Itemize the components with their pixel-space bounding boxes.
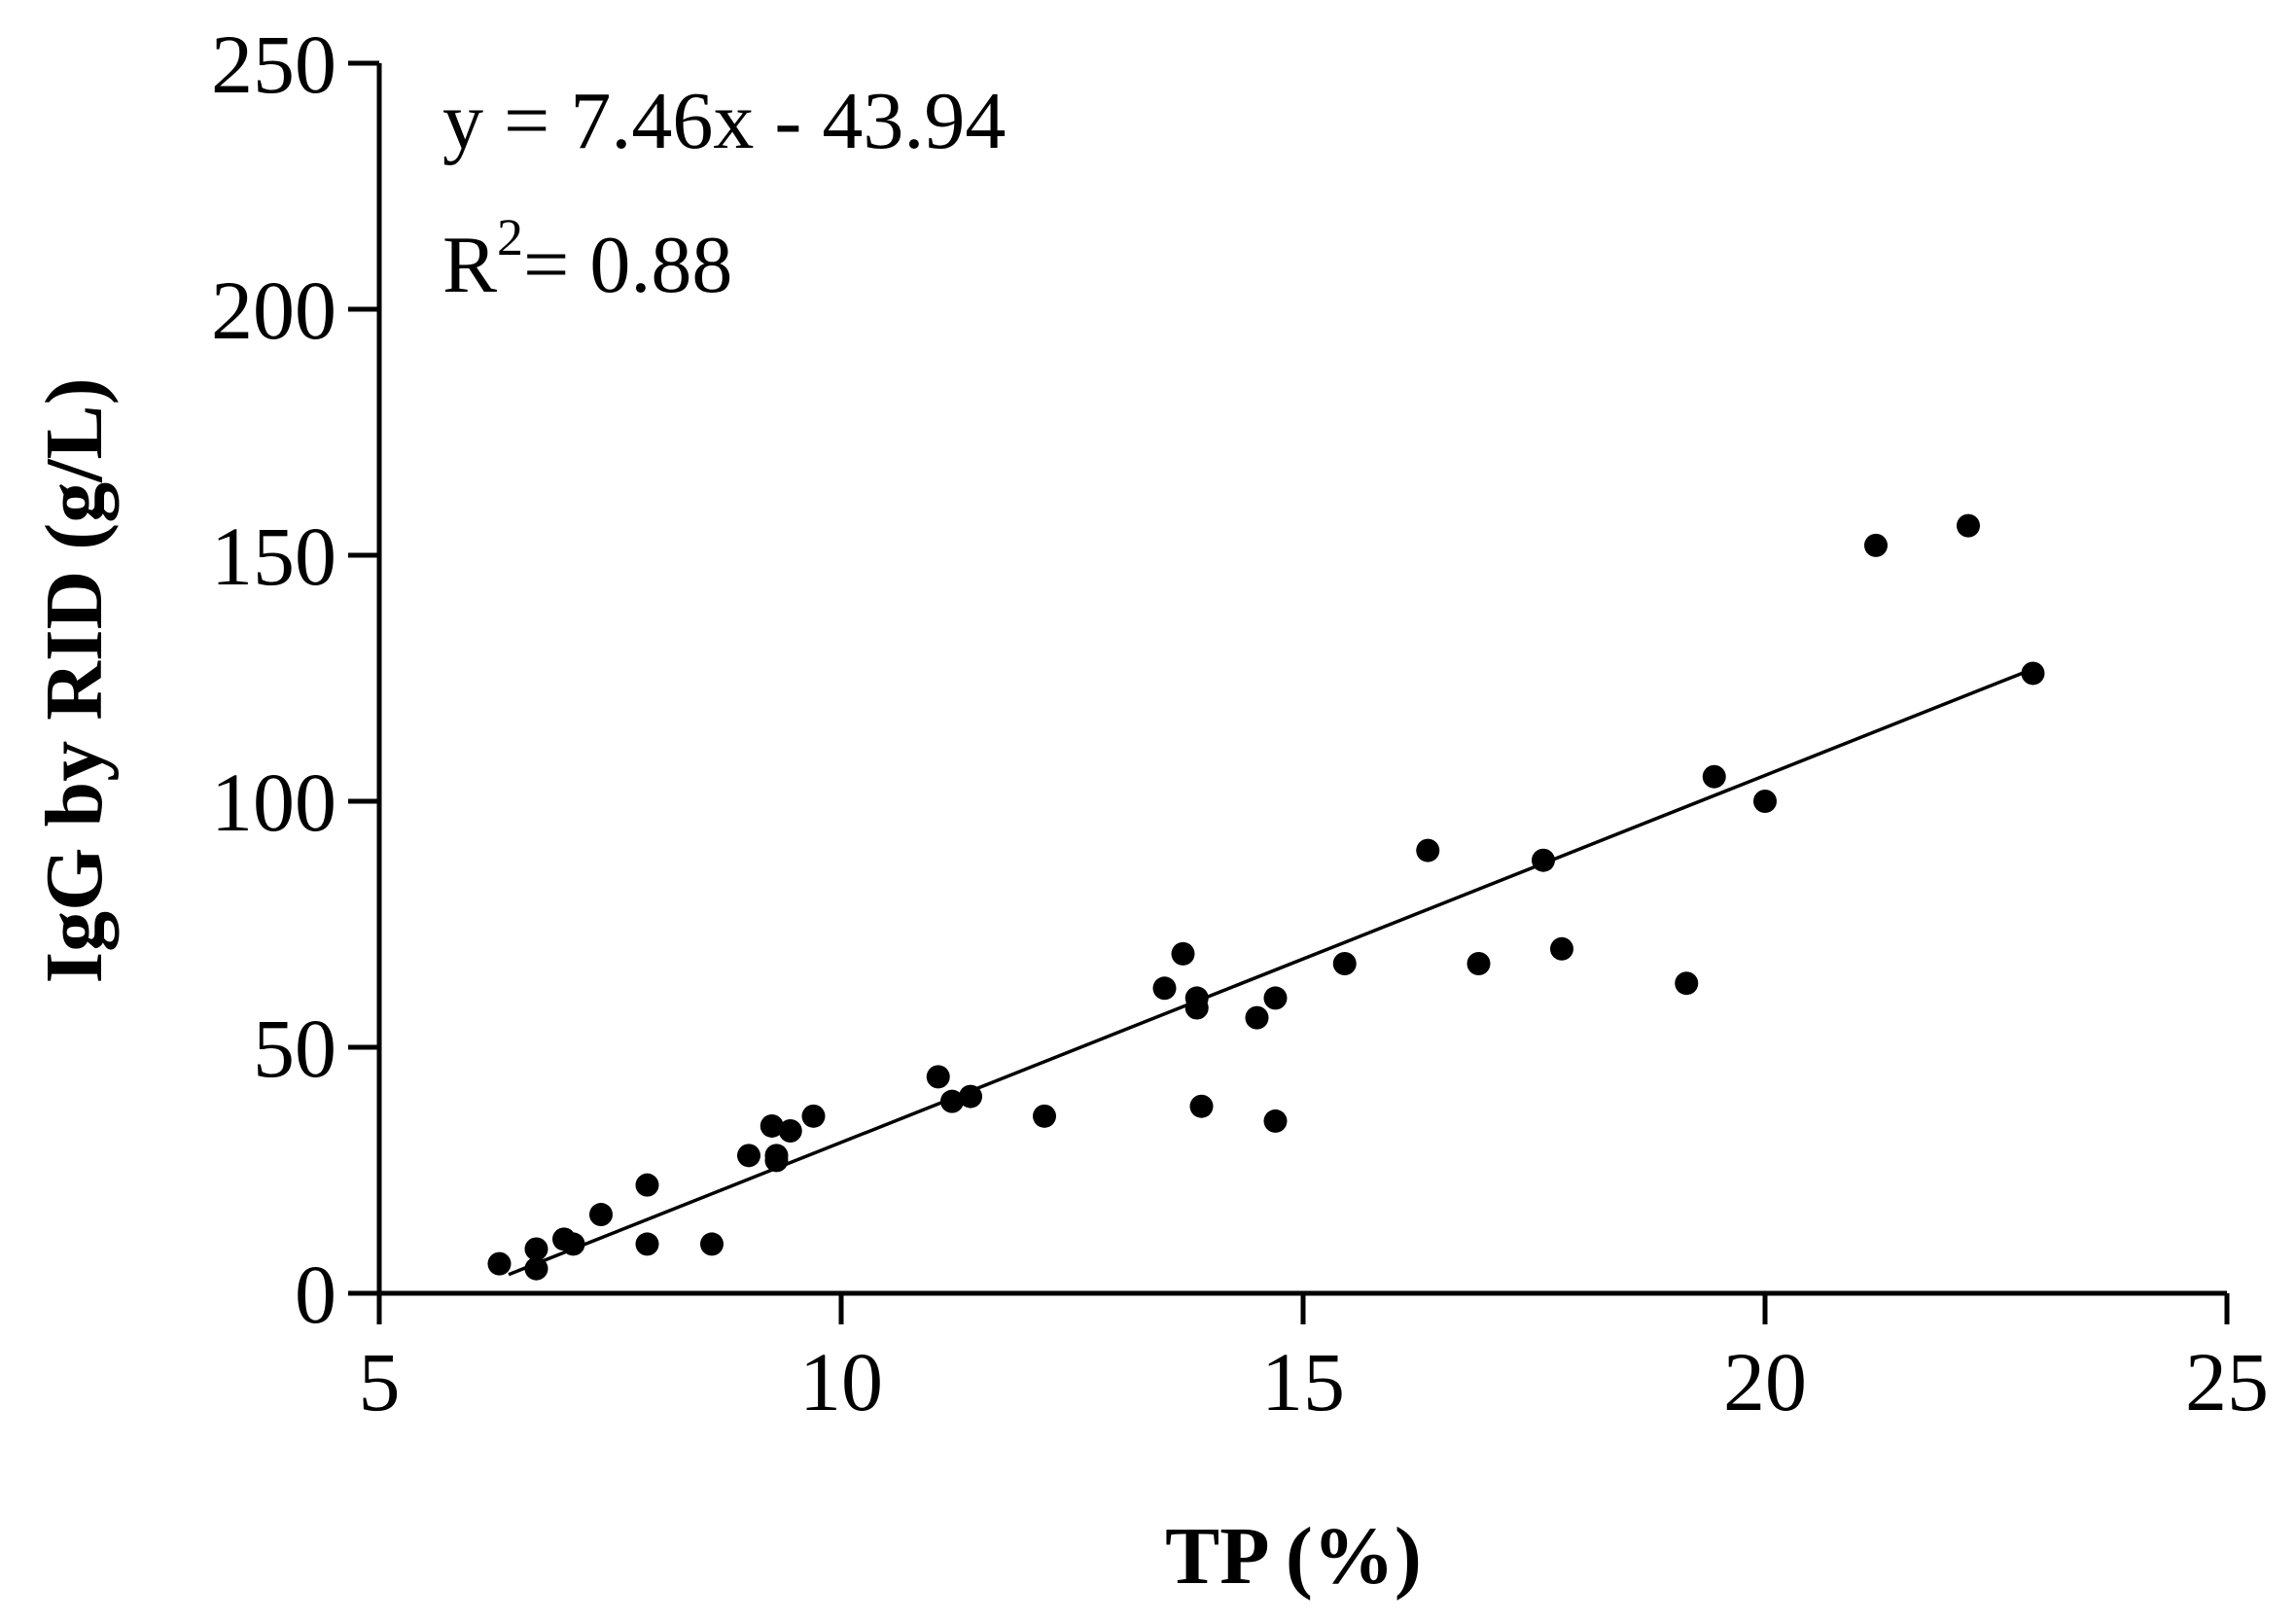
data-point: [2021, 661, 2045, 686]
data-point: [561, 1232, 585, 1256]
data-point: [1466, 951, 1491, 975]
data-point: [589, 1203, 613, 1227]
x-axis-title: TP (%): [1165, 1511, 1422, 1602]
data-point: [1033, 1104, 1056, 1128]
data-point: [1550, 936, 1573, 961]
data-point: [801, 1104, 826, 1128]
x-tick-label: 10: [799, 1335, 883, 1428]
data-point: [1864, 533, 1888, 557]
x-ticks: 5 10 15 20 25: [359, 1293, 2269, 1428]
data-point: [1245, 1005, 1269, 1030]
data-point: [524, 1256, 548, 1281]
r-squared-label: R: [442, 220, 497, 310]
data-point: [1332, 951, 1357, 975]
y-tick-label: 100: [211, 756, 336, 849]
y-tick-label: 200: [211, 264, 336, 357]
data-point: [1263, 1109, 1288, 1133]
data-point: [1184, 996, 1209, 1020]
data-point: [524, 1237, 548, 1261]
data-point: [940, 1089, 964, 1113]
data-point: [1171, 941, 1195, 966]
data-point: [764, 1148, 789, 1173]
data-point: [700, 1232, 724, 1256]
data-points: [487, 513, 2045, 1281]
regression-line: [508, 671, 2025, 1277]
data-point: [737, 1144, 760, 1168]
data-point: [1532, 848, 1555, 872]
y-tick-label: 50: [253, 1002, 336, 1095]
data-point: [1416, 838, 1440, 863]
data-point: [1189, 1094, 1214, 1118]
data-point: [1152, 976, 1177, 1001]
data-point: [1753, 790, 1777, 813]
data-point: [1675, 971, 1699, 996]
regression-equation: y = 7.46x - 43.94: [442, 76, 1006, 166]
data-point: [487, 1251, 512, 1276]
data-point: [635, 1173, 659, 1197]
y-ticks: 0 50 100 150 200 250: [211, 18, 379, 1341]
r-squared-superscript: 2: [497, 208, 523, 266]
data-point: [1957, 513, 1980, 538]
data-point: [1263, 986, 1288, 1010]
data-point: [778, 1119, 802, 1144]
data-point: [635, 1232, 659, 1256]
x-tick-label: 20: [1723, 1335, 1807, 1428]
data-point: [926, 1065, 950, 1089]
data-point: [1702, 764, 1726, 789]
y-tick-label: 250: [211, 18, 336, 111]
y-tick-label: 150: [211, 510, 336, 603]
x-tick-label: 5: [359, 1335, 401, 1428]
x-tick-label: 15: [1261, 1335, 1345, 1428]
data-point: [759, 1113, 784, 1138]
y-tick-label: 0: [295, 1248, 336, 1341]
data-point: [959, 1084, 982, 1109]
x-tick-label: 25: [2185, 1335, 2269, 1428]
r-squared-value: = 0.88: [523, 220, 732, 310]
r-squared-annotation: R2= 0.88: [442, 208, 732, 310]
y-axis-title: IgG by RID (g/L): [29, 377, 120, 983]
